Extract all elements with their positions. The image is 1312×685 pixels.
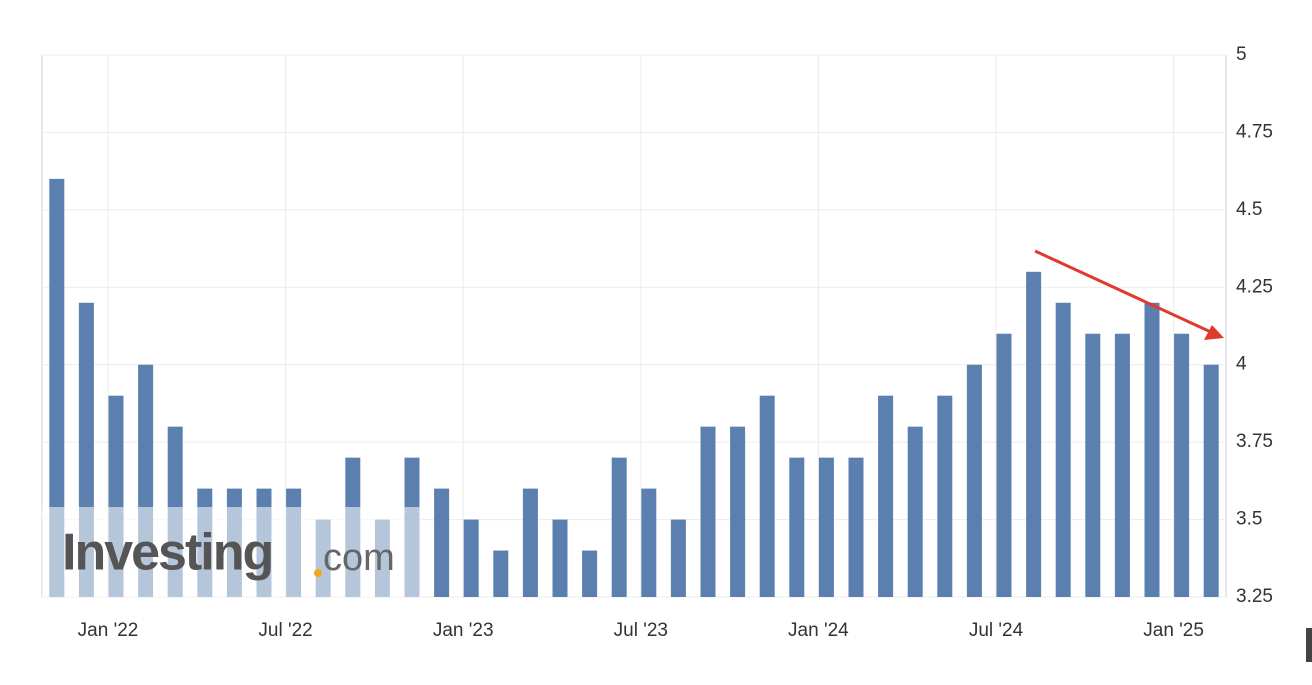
- bar: [818, 457, 834, 597]
- x-tick-label: Jul '24: [969, 620, 1024, 641]
- watermark-dot: [314, 569, 322, 577]
- trend-arrow: [1034, 249, 1214, 335]
- bar: [463, 519, 479, 597]
- edge-marker: [1306, 628, 1312, 662]
- bar: [848, 457, 864, 597]
- y-tick-label: 4: [1236, 354, 1247, 375]
- y-tick-label: 4.75: [1236, 121, 1273, 142]
- bar: [789, 457, 805, 597]
- bar: [1174, 333, 1190, 597]
- bar: [907, 426, 923, 597]
- bar: [730, 426, 746, 597]
- x-tick-label: Jul '23: [614, 620, 668, 641]
- bar: [611, 457, 627, 597]
- bar: [552, 519, 568, 597]
- y-tick-label: 5: [1236, 44, 1247, 65]
- y-tick-label: 3.5: [1236, 509, 1262, 530]
- bar: [966, 364, 982, 597]
- watermark-brand: Investing: [62, 524, 272, 582]
- bar: [700, 426, 716, 597]
- bar: [670, 519, 686, 597]
- bar: [522, 488, 538, 597]
- bar: [1203, 364, 1219, 597]
- y-tick-label: 3.75: [1236, 431, 1273, 452]
- x-tick-label: Jan '23: [433, 620, 494, 641]
- bar: [878, 395, 894, 597]
- x-tick-label: Jul '22: [258, 620, 312, 641]
- y-tick-label: 4.25: [1236, 276, 1273, 297]
- bar: [937, 395, 953, 597]
- bar: [493, 550, 509, 597]
- bar: [1144, 302, 1160, 597]
- x-tick-label: Jan '25: [1143, 620, 1204, 641]
- watermark-suffix: com: [323, 537, 395, 579]
- bar: [759, 395, 775, 597]
- trend-arrow-head: [1204, 325, 1224, 340]
- bar: [1026, 271, 1042, 597]
- bar: [582, 550, 598, 597]
- bar: [641, 488, 657, 597]
- x-tick-label: Jan '24: [788, 620, 849, 641]
- bar: [1085, 333, 1101, 597]
- bar: [49, 178, 65, 597]
- bar: [996, 333, 1012, 597]
- bar: [1055, 302, 1071, 597]
- bar: [434, 488, 450, 597]
- y-tick-label: 3.25: [1236, 586, 1273, 607]
- bar: [1114, 333, 1130, 597]
- watermark-backdrop: [42, 507, 422, 597]
- x-tick-label: Jan '22: [78, 620, 139, 641]
- y-tick-label: 4.5: [1236, 199, 1262, 220]
